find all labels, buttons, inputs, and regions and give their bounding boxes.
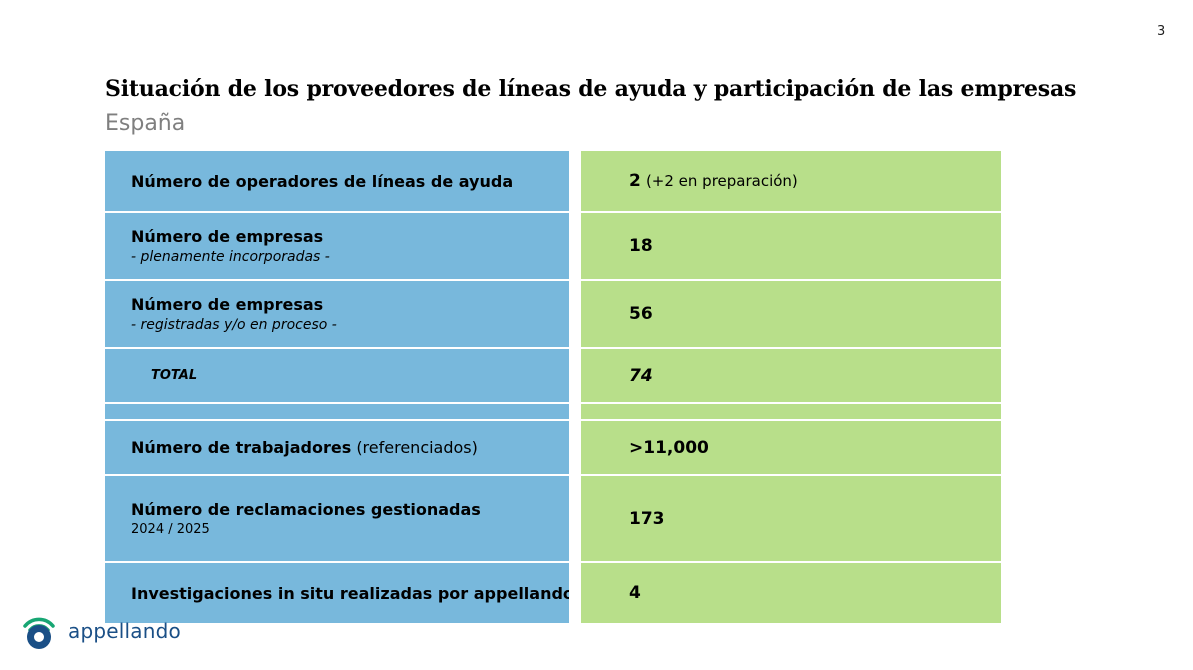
row-operators-value: 2 (+2 en preparación) [581, 151, 1001, 211]
appellando-logo-icon [23, 617, 55, 649]
label-text: Investigaciones in situ realizadas por a… [131, 583, 569, 603]
row-total-value: 74 [581, 349, 1001, 402]
row-total-label: TOTAL [105, 349, 569, 402]
row-claims-value: 173 [581, 476, 1001, 561]
value-note: (+2 en preparación) [645, 172, 798, 190]
row-companies-registered-label: Número de empresas - registradas y/o en … [105, 281, 569, 347]
sublabel-text: - registradas y/o en proceso - [131, 317, 337, 333]
row-operators-label: Número de operadores de líneas de ayuda [105, 151, 569, 211]
logo-text: appellando [68, 619, 181, 643]
row-claims-label: Número de reclamaciones gestionadas 2024… [105, 476, 569, 561]
value-text: 173 [629, 508, 665, 529]
sublabel-text: 2024 / 2025 [131, 522, 210, 537]
slide-subtitle: España [105, 111, 186, 136]
row-companies-registered-value: 56 [581, 281, 1001, 347]
sublabel-text: - plenamente incorporadas - [131, 249, 330, 265]
stats-table: Número de operadores de líneas de ayuda … [105, 151, 1001, 623]
value-text: 56 [629, 304, 653, 324]
appellando-logo: appellando [18, 610, 181, 652]
row-workers-value: >11,000 [581, 421, 1001, 474]
page-number: 3 [1157, 24, 1166, 39]
value-text: 74 [629, 365, 653, 386]
label-note: (referenciados) [356, 438, 478, 457]
row-companies-incorporated-label: Número de empresas - plenamente incorpor… [105, 213, 569, 279]
row-investigations-value: 4 [581, 563, 1001, 623]
spacer-row-label [105, 404, 569, 419]
total-label-text: TOTAL [151, 368, 198, 383]
label-text: Número de empresas [131, 295, 324, 314]
row-workers-label: Número de trabajadores (referenciados) [105, 421, 569, 474]
label-text: Número de reclamaciones gestionadas [131, 500, 481, 519]
label-text: Número de trabajadores [131, 438, 352, 457]
row-companies-incorporated-value: 18 [581, 213, 1001, 279]
value-text: 18 [629, 236, 653, 256]
value-text: 4 [629, 583, 641, 603]
spacer-row-value [581, 404, 1001, 419]
slide-title: Situación de los proveedores de líneas d… [105, 76, 1077, 102]
value-text: >11,000 [629, 437, 709, 458]
row-investigations-label: Investigaciones in situ realizadas por a… [105, 563, 569, 623]
label-text: Número de operadores de líneas de ayuda [131, 171, 514, 191]
label-text: Número de empresas [131, 227, 324, 246]
value-text: 2 [629, 171, 641, 191]
